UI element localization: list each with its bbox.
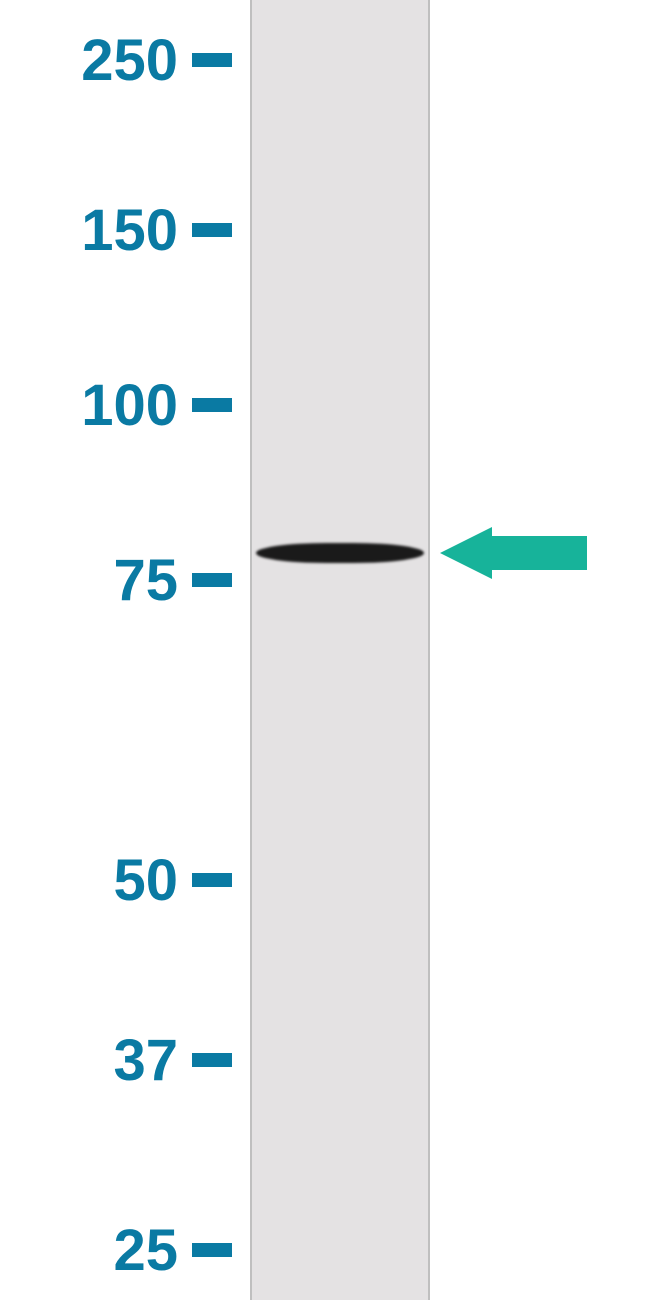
blot-lane (250, 0, 430, 1300)
mw-label-75: 75 (113, 547, 178, 614)
mw-tick-250 (192, 53, 232, 67)
mw-label-100: 100 (81, 372, 178, 439)
mw-label-150: 150 (81, 197, 178, 264)
mw-tick-75 (192, 573, 232, 587)
mw-label-250: 250 (81, 27, 178, 94)
western-blot-figure: 250 150 100 75 50 37 25 (0, 0, 650, 1300)
mw-label-25: 25 (113, 1217, 178, 1284)
arrow-head-icon (440, 527, 492, 579)
mw-tick-37 (192, 1053, 232, 1067)
arrow-stem (492, 536, 587, 570)
protein-band (256, 543, 424, 563)
mw-tick-50 (192, 873, 232, 887)
mw-tick-25 (192, 1243, 232, 1257)
mw-tick-100 (192, 398, 232, 412)
mw-label-37: 37 (113, 1027, 178, 1094)
mw-tick-150 (192, 223, 232, 237)
mw-label-50: 50 (113, 847, 178, 914)
